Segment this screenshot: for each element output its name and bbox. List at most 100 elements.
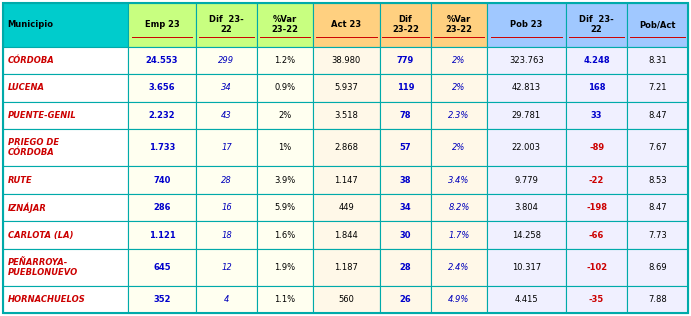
Text: 12: 12 <box>221 263 232 272</box>
Text: 8.47: 8.47 <box>648 203 667 212</box>
Text: 4.415: 4.415 <box>514 295 538 304</box>
Bar <box>3 3 129 46</box>
Bar <box>3 46 129 74</box>
Text: 3.518: 3.518 <box>334 111 358 120</box>
Bar <box>257 3 313 46</box>
Text: 7.73: 7.73 <box>648 231 667 240</box>
Bar <box>486 221 566 249</box>
Bar <box>486 101 566 129</box>
Text: RUTE: RUTE <box>8 175 32 185</box>
Bar <box>431 46 486 74</box>
Bar <box>129 101 196 129</box>
Text: 9.779: 9.779 <box>514 175 538 185</box>
Text: 10.317: 10.317 <box>511 263 541 272</box>
Bar <box>313 194 380 221</box>
Text: 449: 449 <box>339 203 354 212</box>
Text: Pob/Act: Pob/Act <box>639 20 676 29</box>
Text: 38: 38 <box>400 175 411 185</box>
Bar <box>627 249 688 286</box>
Bar <box>196 3 257 46</box>
Text: 22.003: 22.003 <box>512 143 541 152</box>
Text: 18: 18 <box>221 231 232 240</box>
Text: 43: 43 <box>221 111 232 120</box>
Bar <box>129 221 196 249</box>
Text: 3.9%: 3.9% <box>274 175 296 185</box>
Bar <box>313 286 380 313</box>
Text: 1.187: 1.187 <box>334 263 358 272</box>
Bar <box>380 194 431 221</box>
Bar <box>129 286 196 313</box>
Text: 1.7%: 1.7% <box>448 231 470 240</box>
Text: HORNACHUELOS: HORNACHUELOS <box>8 295 86 304</box>
Text: Emp 23: Emp 23 <box>144 20 180 29</box>
Text: 3.4%: 3.4% <box>448 175 470 185</box>
Bar <box>486 286 566 313</box>
Text: 5.937: 5.937 <box>334 83 358 92</box>
Bar <box>566 194 627 221</box>
Bar <box>257 194 313 221</box>
Bar <box>486 166 566 194</box>
Text: 1.1%: 1.1% <box>274 295 296 304</box>
Bar <box>196 74 257 101</box>
Text: 7.67: 7.67 <box>648 143 667 152</box>
Text: Municipio: Municipio <box>8 20 54 29</box>
Bar <box>431 286 486 313</box>
Text: 2%: 2% <box>453 56 466 65</box>
Bar <box>566 221 627 249</box>
Bar <box>566 249 627 286</box>
Text: PUENTE-GENIL: PUENTE-GENIL <box>8 111 76 120</box>
Bar <box>431 3 486 46</box>
Text: Dif  23-
22: Dif 23- 22 <box>209 15 244 34</box>
Text: 29.781: 29.781 <box>511 111 541 120</box>
Text: 1.9%: 1.9% <box>274 263 296 272</box>
Bar <box>129 166 196 194</box>
Text: Dif  23-
22: Dif 23- 22 <box>579 15 614 34</box>
Bar <box>627 166 688 194</box>
Bar <box>3 194 129 221</box>
Bar <box>566 101 627 129</box>
Bar <box>486 46 566 74</box>
Text: 28: 28 <box>221 175 232 185</box>
Text: -66: -66 <box>589 231 605 240</box>
Text: -89: -89 <box>589 143 604 152</box>
Bar <box>380 166 431 194</box>
Text: 8.53: 8.53 <box>648 175 667 185</box>
Text: 34: 34 <box>221 83 232 92</box>
Bar <box>129 3 196 46</box>
Text: IZNÁJAR: IZNÁJAR <box>8 202 46 213</box>
Bar <box>3 166 129 194</box>
Text: Pob 23: Pob 23 <box>510 20 542 29</box>
Bar <box>313 101 380 129</box>
Bar <box>129 194 196 221</box>
Text: 2%: 2% <box>278 111 292 120</box>
Bar <box>431 129 486 166</box>
Bar <box>257 101 313 129</box>
Text: 14.258: 14.258 <box>512 231 541 240</box>
Bar <box>3 101 129 129</box>
Bar <box>380 3 431 46</box>
Bar <box>313 46 380 74</box>
Text: 7.21: 7.21 <box>648 83 667 92</box>
Bar <box>566 3 627 46</box>
Bar <box>627 74 688 101</box>
Text: PEÑARROYA-
PUEBLONUEVO: PEÑARROYA- PUEBLONUEVO <box>8 258 78 277</box>
Bar <box>257 74 313 101</box>
Text: 78: 78 <box>400 111 411 120</box>
Bar <box>380 101 431 129</box>
Bar <box>486 129 566 166</box>
Text: 560: 560 <box>339 295 354 304</box>
Text: 5.9%: 5.9% <box>274 203 296 212</box>
Bar <box>313 3 380 46</box>
Text: 779: 779 <box>397 56 414 65</box>
Bar <box>196 46 257 74</box>
Text: PRIEGO DE
CÓRDOBA: PRIEGO DE CÓRDOBA <box>8 138 59 157</box>
Bar <box>566 46 627 74</box>
Bar <box>627 221 688 249</box>
Text: Dif
23-22: Dif 23-22 <box>392 15 419 34</box>
Text: 2.868: 2.868 <box>334 143 359 152</box>
Bar <box>380 46 431 74</box>
Text: LUCENA: LUCENA <box>8 83 45 92</box>
Bar <box>129 249 196 286</box>
Text: 16: 16 <box>221 203 232 212</box>
Text: 3.804: 3.804 <box>514 203 538 212</box>
